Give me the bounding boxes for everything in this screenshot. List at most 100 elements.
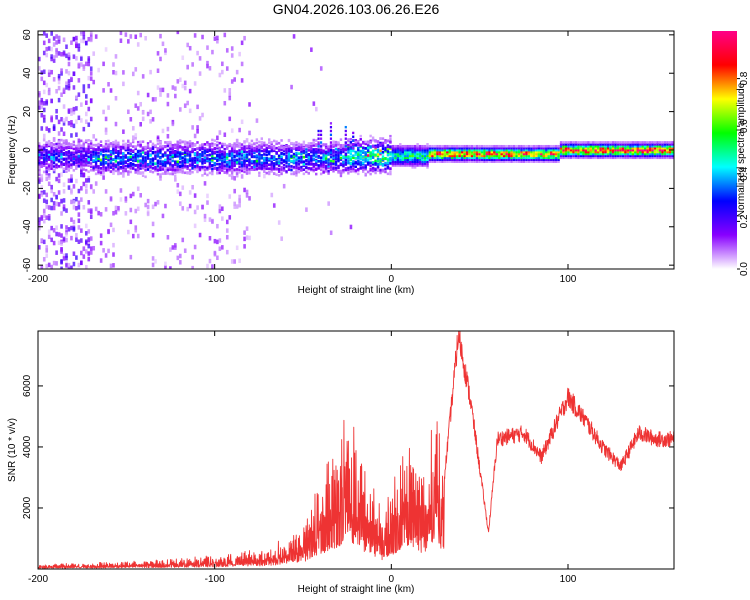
spectrogram-noise-cell: [55, 201, 58, 207]
spectrogram-noise-cell: [228, 95, 232, 101]
spectrogram-ridge-cell: [468, 160, 471, 163]
spectrogram-ridge-cell: [57, 144, 61, 147]
spectrogram-ridge-cell: [47, 155, 51, 159]
spectrogram-ridge-cell: [646, 143, 649, 146]
spectrogram-ridge-cell: [409, 158, 412, 161]
spectrogram-ridge-cell: [337, 170, 340, 173]
spectrogram-ridge-cell: [136, 163, 140, 167]
spectrogram-ridge-cell: [535, 160, 538, 163]
spectrogram-ridge-cell: [616, 148, 620, 152]
spectrogram-ridge-cell: [411, 164, 414, 167]
spectrogram-ridge-cell: [357, 167, 360, 171]
spectrogram-ridge-cell: [411, 152, 414, 156]
spectrogram-ridge-cell: [406, 150, 409, 154]
spectrogram-noise-cell: [174, 245, 177, 250]
spectrogram-noise-cell: [186, 64, 189, 70]
spectrogram-ridge-cell: [416, 152, 419, 156]
spectrogram-ridge-cell: [569, 156, 573, 160]
spectrogram-noise-cell: [198, 56, 202, 61]
spectrogram-noise-cell: [75, 38, 78, 43]
spectrogram-ridge-cell: [45, 148, 48, 152]
spectrogram-ridge-cell: [532, 160, 536, 163]
spectrogram-ridge-cell: [191, 167, 194, 170]
spectrogram-ridge-cell: [406, 148, 409, 152]
spectrogram-ridge-cell: [498, 160, 501, 163]
spectrogram-noise-cell: [159, 56, 162, 62]
spectrogram-ridge-cell: [626, 141, 630, 144]
spectrogram-ridge-cell: [295, 154, 298, 157]
spectrogram-ridge-cell: [362, 166, 365, 169]
spectrogram-ridge-cell: [349, 167, 353, 171]
spectrogram-ridge-cell: [347, 143, 350, 147]
spectrogram-ridge-cell: [433, 160, 437, 163]
spectrogram-noise-cell: [216, 135, 219, 141]
spectrogram-noise-cell: [65, 255, 68, 261]
spectrogram-ridge-cell: [174, 153, 177, 157]
spectrogram-ridge-cell: [619, 156, 622, 160]
spectrogram-ridge-cell: [238, 145, 241, 149]
spectrogram-ridge-cell: [47, 158, 51, 161]
spectrogram-ridge-cell: [292, 165, 296, 169]
spectrogram-ridge-cell: [166, 142, 170, 145]
spectrogram-noise-cell: [82, 126, 86, 132]
spectrogram-ridge-cell: [80, 150, 83, 153]
spectrogram-ridge-cell: [545, 156, 548, 160]
spectrogram-noise-cell: [129, 193, 133, 199]
spectrogram-ridge-cell: [260, 140, 263, 144]
spectrogram-ridge-cell: [584, 143, 588, 146]
spectrogram-ridge-cell: [129, 144, 132, 148]
spectrogram-x-ticks: -200 -100 0 100: [28, 31, 577, 285]
spectrogram-ridge-cell: [245, 168, 249, 172]
spectrogram-ridge-cell: [60, 145, 63, 149]
spectrogram-ridge-cell: [337, 171, 340, 174]
spectrogram-spike-cell: [344, 133, 347, 137]
spectrogram-ridge-cell: [203, 161, 207, 164]
spectrogram-ridge-cell: [431, 150, 434, 154]
spectrogram-ridge-cell: [164, 168, 167, 171]
spectrogram-noise-cell: [176, 182, 180, 188]
spectrogram-ridge-cell: [174, 168, 177, 172]
spectrogram-ridge-cell: [238, 157, 241, 161]
spectrogram-ridge-cell: [562, 154, 565, 158]
spectrogram-ridge-cell: [663, 154, 667, 158]
spectrogram-ridge-cell: [238, 161, 241, 165]
spectrogram-ridge-cell: [379, 151, 382, 155]
spectrogram-ridge-cell: [453, 150, 456, 154]
spectrogram-ridge-cell: [609, 152, 612, 156]
spectrogram-ridge-cell: [342, 161, 345, 164]
spectrogram-noise-cell: [233, 259, 236, 264]
spectrogram-ridge-cell: [117, 152, 120, 155]
spectrogram-ridge-cell: [409, 150, 412, 154]
spectrogram-ridge-cell: [359, 157, 362, 161]
spectrogram-noise-cell: [193, 244, 197, 250]
spectrogram-ridge-cell: [493, 146, 496, 150]
spectrogram-ridge-cell: [119, 172, 123, 175]
spectrogram-ridge-cell: [322, 169, 325, 172]
spectrogram-ridge-cell: [480, 158, 484, 161]
spectrogram-ridge-cell: [599, 152, 602, 156]
spectrogram-ridge-cell: [579, 156, 583, 160]
spectrogram-noise-cell: [243, 35, 246, 41]
spectrogram-ridge-cell: [364, 142, 367, 145]
spectrogram-ridge-cell: [285, 165, 288, 168]
spectrogram-ridge-cell: [458, 154, 461, 158]
spectrogram-ridge-cell: [451, 146, 454, 150]
spectrogram-noise-cell: [75, 206, 78, 211]
spectrogram-ridge-cell: [206, 148, 209, 152]
spectrogram-ridge-cell: [248, 158, 251, 162]
spectrogram-noise-cell: [337, 145, 340, 150]
spectrogram-ridge-cell: [584, 148, 588, 152]
spectrogram-noise-cell: [82, 38, 86, 44]
spectrogram-ridge-cell: [389, 145, 392, 148]
spectrogram-noise-cell: [151, 204, 155, 210]
spectrogram-ridge-cell: [441, 148, 444, 152]
spectrogram-ridge-cell: [629, 154, 632, 158]
spectrogram-ridge-cell: [648, 143, 652, 146]
spectrogram-noise-cell: [92, 51, 96, 56]
spectrogram-ridge-cell: [344, 153, 348, 157]
spectrogram-ridge-cell: [243, 160, 246, 164]
spectrogram-ridge-cell: [547, 144, 550, 148]
spectrogram-ridge-cell: [666, 156, 669, 160]
spectrogram-ridge-cell: [149, 140, 152, 143]
spectrogram-noise-cell: [60, 92, 63, 97]
